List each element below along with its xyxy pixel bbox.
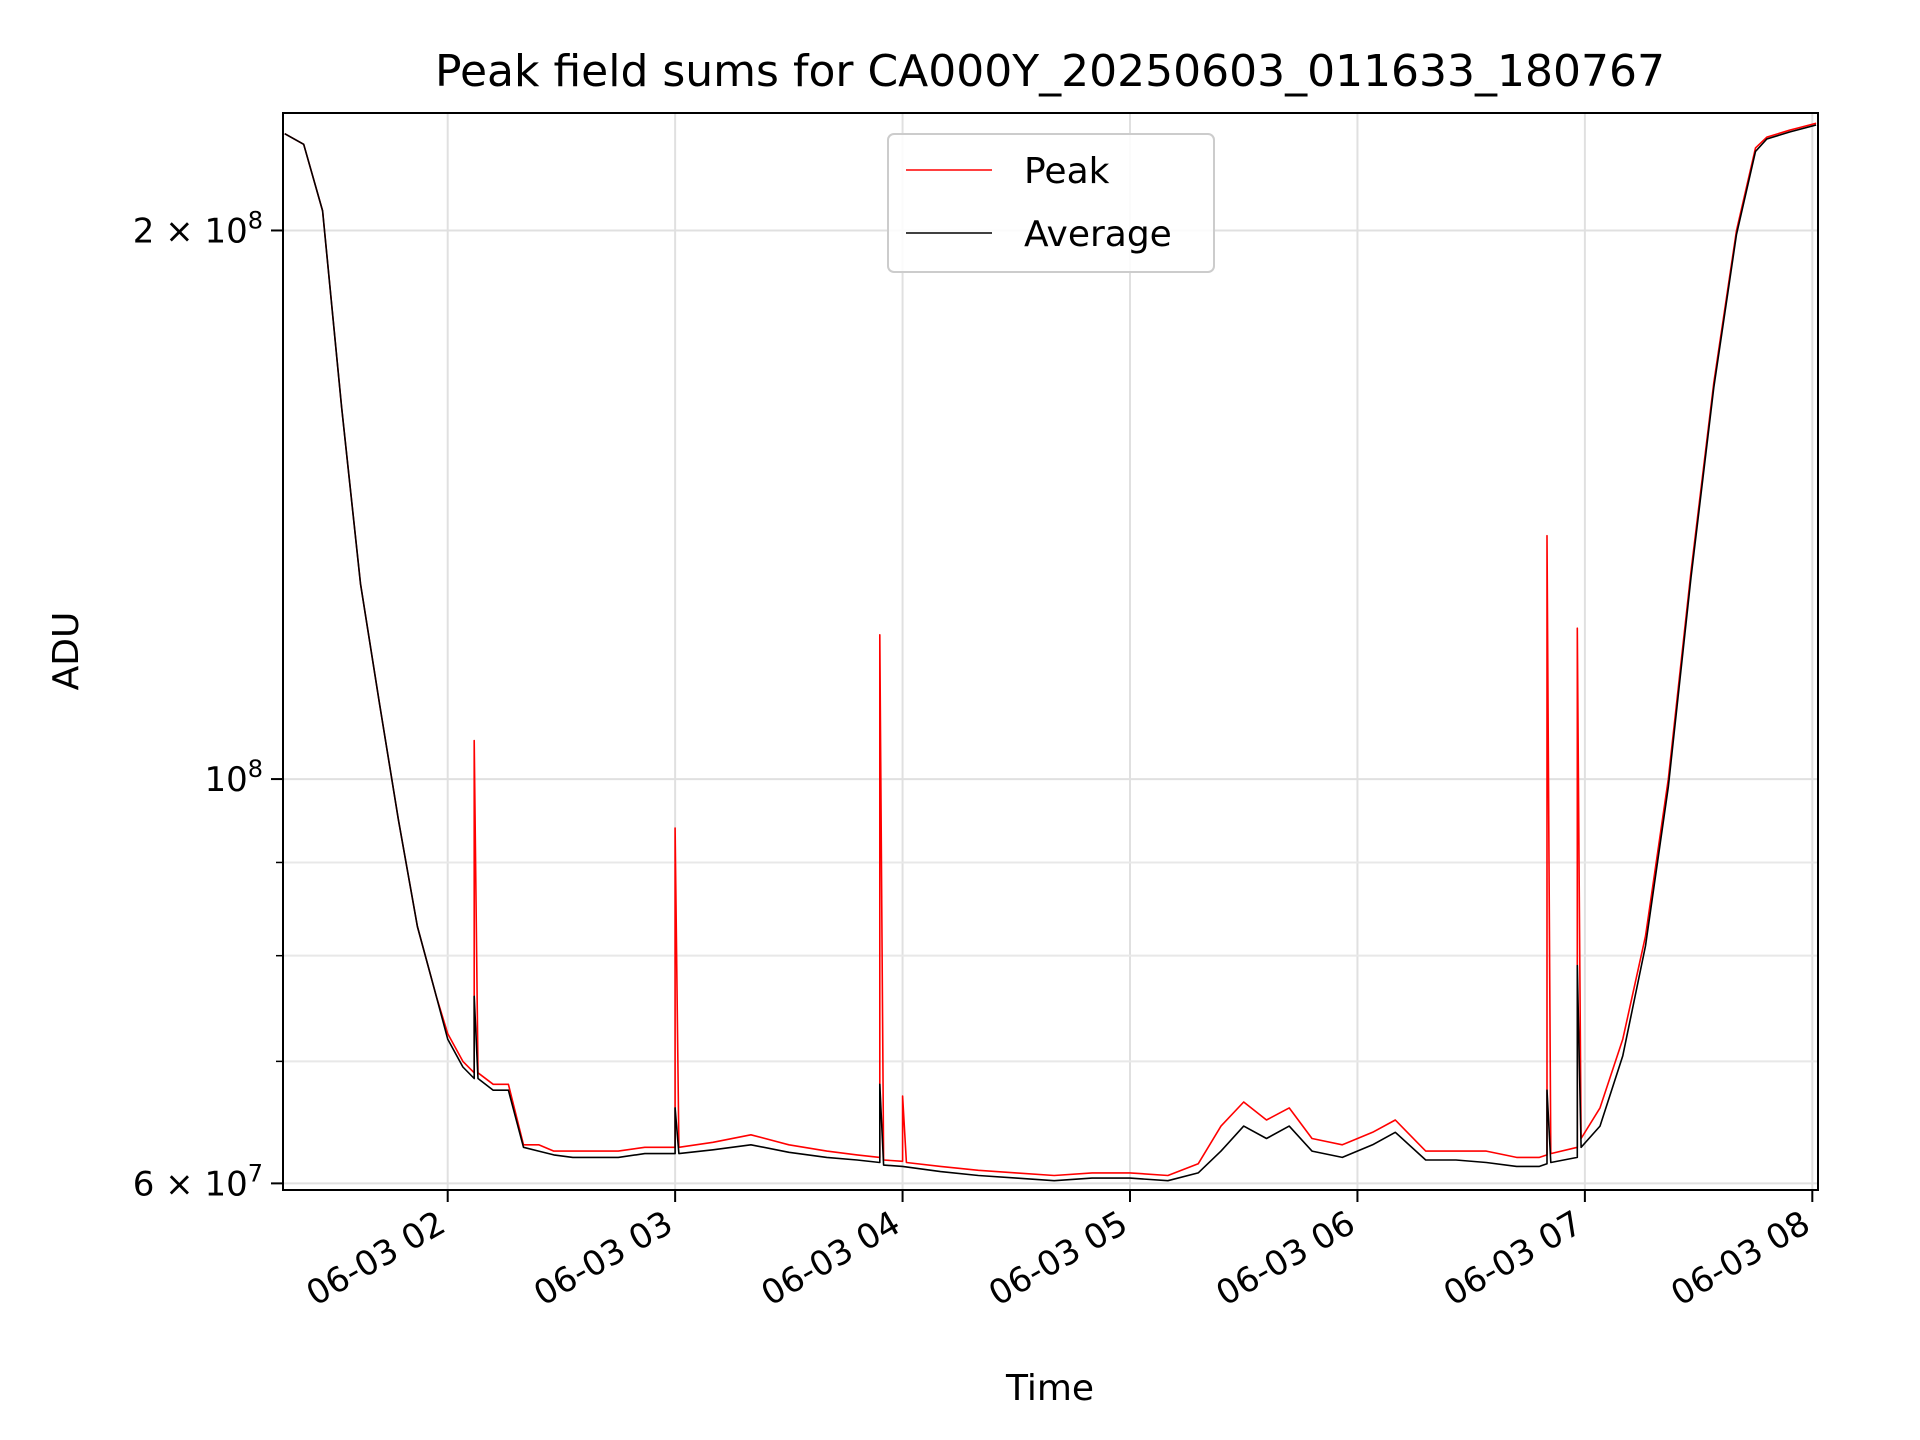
legend-label-average: Average (1024, 214, 1172, 255)
y-axis-label: ADU (46, 612, 87, 691)
legend-box (887, 133, 1215, 273)
series-layer (284, 122, 1817, 1182)
y-tick-label: 6 × 107 (133, 1159, 263, 1204)
chart-title: Peak field sums for CA000Y_20250603_0116… (435, 46, 1665, 97)
x-axis-label: Time (1005, 1368, 1094, 1409)
plot-frame (282, 112, 1819, 1191)
y-tick-label-exponent: 7 (248, 1159, 263, 1187)
series-line-peak (284, 122, 1817, 1177)
y-tick-label: 2 × 108 (133, 206, 263, 251)
y-tick-label-exponent: 8 (248, 206, 263, 234)
y-tick-label-base: 6 × 10 (133, 1164, 248, 1204)
legend-label-peak: Peak (1024, 151, 1110, 192)
legend: Peak Average (887, 133, 1215, 273)
grid (283, 113, 1818, 1190)
y-tick-label-exponent: 8 (248, 755, 263, 783)
y-tick-label-base: 2 × 10 (133, 211, 248, 251)
y-tick-label: 108 (204, 755, 263, 800)
y-tick-label-base: 10 (204, 760, 247, 800)
series-line-average (284, 124, 1817, 1182)
